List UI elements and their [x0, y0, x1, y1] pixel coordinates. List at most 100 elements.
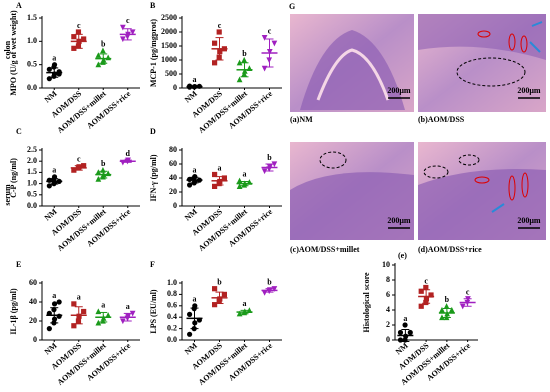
data-point	[71, 45, 77, 51]
y-tick-label: 0.0	[27, 201, 37, 210]
data-point	[192, 303, 198, 309]
data-point	[105, 54, 112, 61]
y-tick-label: 0	[173, 83, 177, 92]
x-tick-label: NM	[183, 89, 199, 105]
data-point	[119, 318, 126, 325]
y-tick-label: 0.8	[167, 289, 177, 298]
data-point	[418, 303, 424, 309]
data-point	[81, 36, 87, 42]
data-point	[129, 29, 136, 36]
data-point	[216, 29, 222, 35]
significance-letter: a	[77, 293, 81, 302]
data-point	[236, 183, 243, 189]
significance-letter: c	[126, 16, 130, 25]
y-tick-label: 0.4	[167, 312, 177, 321]
data-point	[212, 286, 218, 292]
data-point	[71, 323, 77, 329]
data-point	[271, 286, 278, 292]
y-tick-label: 2.0	[27, 156, 37, 165]
data-point	[129, 310, 136, 317]
significance-letter: a	[193, 75, 197, 84]
significance-letter: a	[101, 300, 105, 309]
data-point	[443, 303, 450, 309]
significance-letter: a	[243, 299, 247, 308]
y-axis-label: IFN-γ (pg/ml)	[149, 154, 158, 201]
data-point	[51, 62, 58, 68]
data-point	[81, 163, 87, 169]
significance-letter: c	[466, 288, 470, 297]
data-point	[439, 306, 445, 313]
y-tick-label: 0.5	[27, 190, 37, 199]
panel-label: (e)	[398, 251, 407, 260]
y-axis-label: Histological score	[362, 272, 371, 333]
data-point	[236, 76, 243, 83]
x-tick-label: AOM/DSS+rice	[227, 207, 274, 249]
x-tick-label: AOM/DSS+rice	[85, 89, 132, 131]
y-tick-label: 0	[33, 335, 37, 344]
y-tick-label: 60	[169, 159, 177, 168]
data-point	[75, 29, 82, 35]
y-tick-label: 20	[29, 316, 37, 325]
y-tick-label: 40	[29, 297, 37, 306]
data-point	[95, 169, 102, 175]
data-point	[51, 301, 58, 307]
data-point	[187, 182, 193, 188]
data-point	[95, 176, 102, 182]
significance-letter: a	[52, 166, 56, 175]
data-point	[423, 284, 429, 291]
data-point	[236, 310, 243, 317]
data-point	[428, 292, 434, 298]
data-point	[221, 175, 227, 181]
x-tick-label: AOM/DSS+rice	[85, 341, 132, 383]
y-tick-label: 1.0	[27, 178, 37, 187]
panel-label: C	[16, 127, 22, 136]
y-tick-label: 40	[169, 173, 177, 182]
scale-label: 200μm	[517, 86, 541, 95]
data-point	[212, 302, 218, 308]
data-point	[221, 291, 227, 297]
row-label: colon	[3, 40, 12, 59]
x-tick-label: NM	[43, 207, 59, 223]
y-tick-label: 0.2	[167, 323, 177, 332]
data-point	[119, 36, 126, 43]
data-point	[261, 290, 268, 296]
panel-label: E	[16, 260, 21, 269]
image-caption: (b)AOM/DSS	[418, 115, 465, 124]
significance-letter: a	[52, 291, 56, 300]
panel-label: F	[150, 260, 155, 269]
y-tick-label: 1500	[161, 41, 177, 50]
data-point	[95, 61, 102, 68]
data-point	[95, 52, 102, 58]
y-tick-label: 80	[169, 145, 177, 154]
significance-letter: b	[267, 153, 272, 162]
data-point	[271, 40, 278, 47]
y-tick-label: 0.0	[27, 83, 37, 92]
panel-label: D	[150, 127, 156, 136]
significance-letter: b	[267, 278, 272, 287]
data-point	[448, 306, 455, 313]
data-point	[71, 301, 77, 307]
y-axis-label: MCP-1 (pg/mgprot)	[149, 19, 158, 87]
data-point	[212, 183, 218, 189]
histology-image: 200μm	[290, 14, 414, 112]
y-tick-label: 0	[386, 335, 390, 344]
significance-letter: c	[77, 155, 81, 164]
y-tick-label: 0.0	[167, 335, 177, 344]
significance-letter: a	[403, 314, 407, 323]
histology-image: 200μm	[418, 142, 546, 240]
data-point	[56, 313, 62, 319]
significance-letter: c	[268, 26, 272, 35]
significance-letter: c	[77, 21, 81, 30]
y-tick-label: 6	[386, 290, 390, 299]
data-point	[236, 59, 243, 66]
y-tick-label: 20	[169, 187, 177, 196]
y-tick-label: 2500	[161, 13, 177, 22]
x-tick-label: NM	[43, 341, 59, 357]
y-tick-label: 500	[165, 69, 177, 78]
significance-letter: b	[101, 39, 106, 48]
data-point	[81, 308, 87, 315]
data-point	[439, 314, 445, 321]
significance-letter: b	[242, 49, 247, 58]
